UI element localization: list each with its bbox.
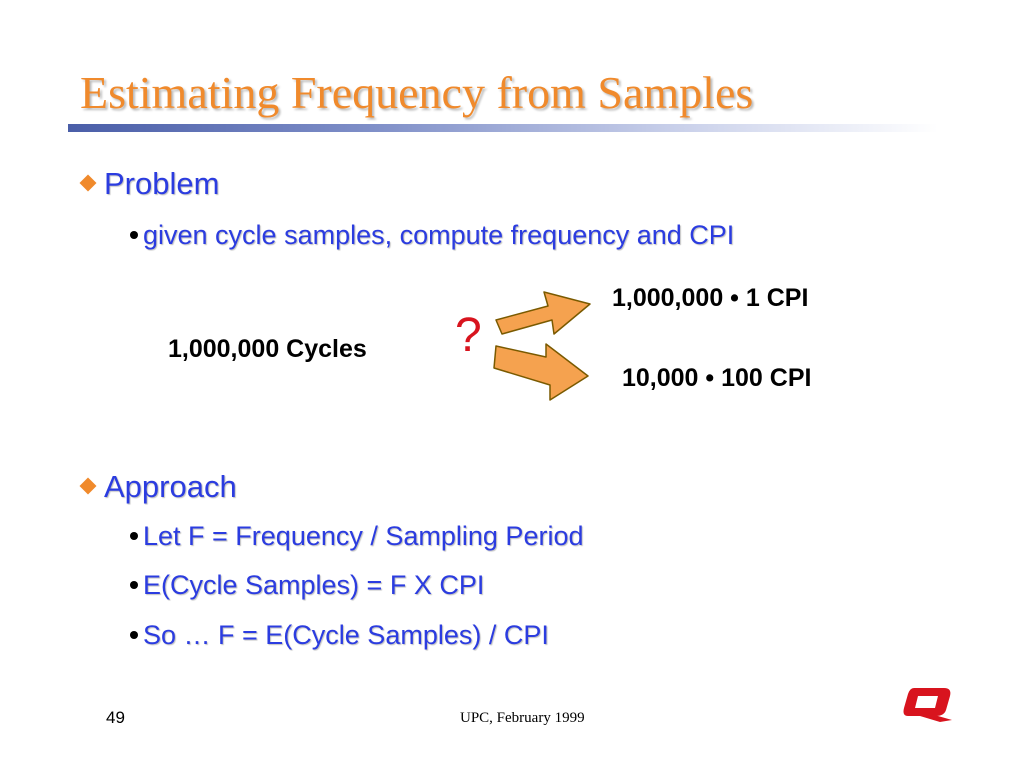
title-underline [68,124,938,132]
section-heading-problem: Problem [79,166,220,201]
cycles-label: 1,000,000 Cycles [168,335,367,363]
bullet-text: given cycle samples, compute frequency a… [143,220,735,250]
page-number: 49 [106,708,125,727]
arrow-icon-top [495,291,591,335]
dot-bullet-icon [130,230,138,239]
section-heading-label: Approach [104,469,237,504]
arrows-diagram [493,291,591,401]
dot-bullet-icon [130,580,138,589]
question-mark: ? [455,309,482,362]
dot-bullet-icon [130,531,138,540]
slide-title: Estimating Frequency from Samples [80,67,754,118]
footer-text: UPC, February 1999 [460,710,585,726]
dot-bullet-icon [130,630,138,639]
section-heading-label: Problem [104,166,220,201]
upc-logo-icon [903,688,952,722]
outcome-bottom: 10,000 • 100 CPI [622,364,812,392]
bullet-text: So … F = E(Cycle Samples) / CPI [143,620,549,650]
diamond-bullet-icon [79,477,97,495]
bullet-approach-1: Let F = Frequency / Sampling Period [130,523,583,550]
section-heading-approach: Approach [79,469,237,504]
bullet-approach-2: E(Cycle Samples) = F X CPI [130,572,484,599]
outcome-top: 1,000,000 • 1 CPI [612,284,809,312]
bullet-problem-1: given cycle samples, compute frequency a… [130,222,734,249]
bullet-text: Let F = Frequency / Sampling Period [143,521,584,551]
bullet-approach-3: So … F = E(Cycle Samples) / CPI [130,622,549,649]
diamond-bullet-icon [79,174,97,192]
bullet-text: E(Cycle Samples) = F X CPI [143,570,485,600]
arrow-icon-bottom [493,343,589,401]
